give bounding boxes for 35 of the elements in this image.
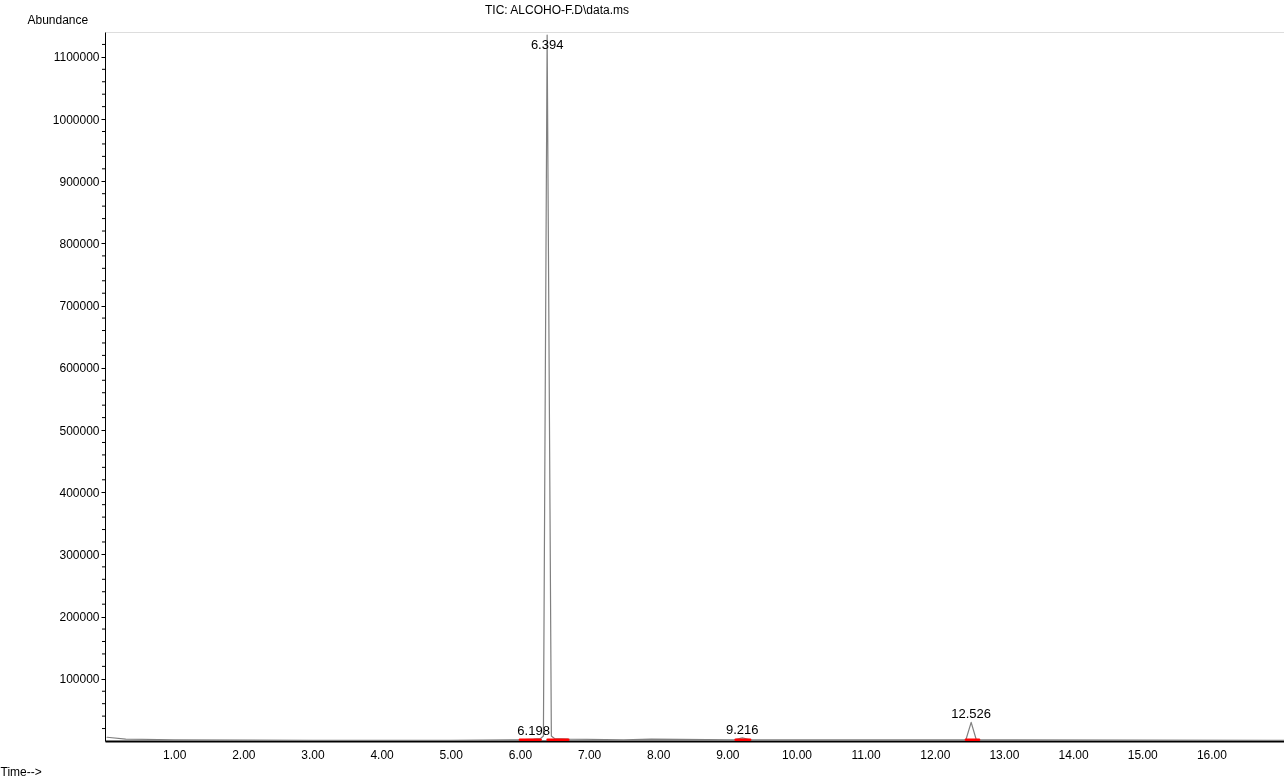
annotation: 12.526 [951,706,992,722]
y-tick-label: 200000 [59,610,100,625]
y-tick-label: 300000 [59,547,100,562]
y-tick-label: 700000 [59,299,100,314]
annotation: 6.394 [530,37,564,53]
x-tick-label: 3.00 [301,747,325,762]
x-tick-label: 13.00 [989,747,1020,762]
x-tick-label: 8.00 [647,747,671,762]
x-tick-label: 16.00 [1196,747,1228,762]
y-tick-label: 100000 [59,672,100,687]
chart-title: TIC: ALCOHO-F.D\data.ms [485,3,630,17]
x-tick-label: 4.00 [370,747,395,762]
y-tick-label: 500000 [59,423,100,438]
y-axis-title: Abundance [27,12,89,27]
y-tick-label: 800000 [59,236,100,251]
y-tick-label: 900000 [59,174,100,189]
x-tick-label: 11.00 [851,747,882,762]
y-tick-label: 600000 [59,361,100,376]
y-tick-label: 1000000 [52,112,100,127]
x-tick-label: 1.00 [162,747,187,762]
x-tick-label: 5.00 [439,747,464,762]
y-tick-label: 400000 [59,485,100,500]
x-tick-label: 12.00 [920,747,951,762]
x-tick-label: 10.00 [781,747,813,762]
x-tick-label: 14.00 [1058,747,1089,762]
x-tick-label: 7.00 [577,747,602,762]
line-series [106,34,1284,741]
annotation: 9.216 [726,721,759,737]
annotation: 6.198 [517,723,550,739]
x-tick-label: 15.00 [1127,747,1159,762]
y-tick-label: 1100000 [53,50,100,65]
x-tick-label: 6.00 [508,747,533,762]
x-axis-title: Time--> [0,764,42,776]
x-tick-label: 2.00 [232,747,256,762]
x-tick-label: 9.00 [716,747,740,762]
